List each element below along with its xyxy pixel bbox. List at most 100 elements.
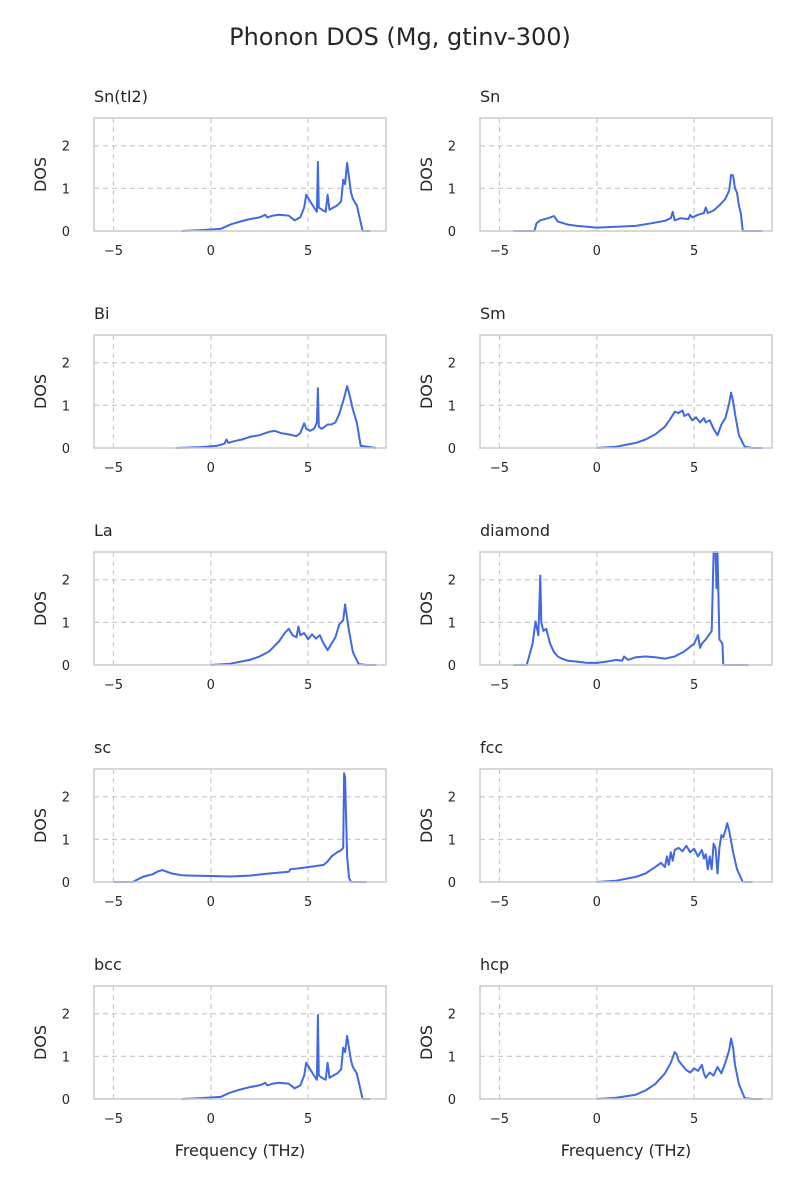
y-tick-label: 0: [62, 659, 70, 674]
subplot-title: La: [94, 521, 113, 540]
x-tick-label: 5: [304, 244, 312, 259]
y-tick-label: 2: [448, 574, 456, 589]
x-tick-label: 5: [690, 1112, 698, 1127]
dos-series-line: [181, 160, 371, 232]
x-tick-label: 0: [207, 678, 215, 693]
subplot-title: diamond: [480, 521, 550, 540]
x-tick-label: 5: [304, 678, 312, 693]
x-tick-label: −5: [490, 461, 509, 476]
subplot: −5 0 5 0 1 2 bcc DOS Frequency (THz): [31, 955, 387, 1160]
dos-series-line: [596, 1037, 763, 1100]
axes-frame: [93, 334, 387, 449]
y-tick-label: 0: [62, 1093, 70, 1108]
x-tick-label: 0: [593, 895, 601, 910]
subplot: −5 0 5 0 1 2 fcc DOS: [417, 738, 773, 910]
y-axis-label: DOS: [417, 157, 436, 192]
subplot: −5 0 5 0 1 2 sc DOS: [31, 738, 387, 910]
x-tick-label: 0: [207, 895, 215, 910]
x-tick-label: −5: [104, 1112, 123, 1127]
subplot-title: fcc: [480, 738, 503, 757]
dos-series-line: [113, 772, 367, 883]
axes-frame: [479, 768, 773, 883]
y-tick-label: 2: [448, 357, 456, 372]
axes-frame: [93, 551, 387, 666]
y-tick-label: 0: [62, 225, 70, 240]
y-tick-label: 0: [448, 876, 456, 891]
subplot: −5 0 5 0 1 2 La DOS: [31, 521, 387, 693]
y-tick-label: 2: [448, 1008, 456, 1023]
subplot-title: hcp: [480, 955, 509, 974]
y-tick-label: 2: [62, 1008, 70, 1023]
axes-frame: [479, 334, 773, 449]
x-tick-label: −5: [104, 461, 123, 476]
subplot: −5 0 5 0 1 2 diamond DOS: [417, 521, 773, 693]
subplot-title: bcc: [94, 955, 122, 974]
x-tick-label: 0: [207, 244, 215, 259]
subplot: −5 0 5 0 1 2 Sn DOS: [417, 87, 773, 259]
dos-series-line: [513, 173, 763, 232]
subplot-title: Sn: [480, 87, 500, 106]
y-tick-label: 0: [448, 659, 456, 674]
y-tick-label: 1: [448, 399, 456, 414]
subplot: −5 0 5 0 1 2 Sm DOS: [417, 304, 773, 476]
y-axis-label: DOS: [31, 808, 50, 843]
x-tick-label: 0: [207, 461, 215, 476]
y-tick-label: 1: [448, 616, 456, 631]
axes-frame: [93, 117, 387, 232]
x-tick-label: 0: [593, 1112, 601, 1127]
y-tick-label: 2: [62, 574, 70, 589]
axes-frame: [479, 117, 773, 232]
y-tick-label: 1: [62, 399, 70, 414]
x-axis-label: Frequency (THz): [175, 1141, 305, 1160]
x-tick-label: 5: [304, 461, 312, 476]
subplot-title: Bi: [94, 304, 109, 323]
subplot-title: sc: [94, 738, 111, 757]
axes-frame: [479, 551, 773, 666]
subplot-title: Sn(tI2): [94, 87, 148, 106]
x-tick-label: 0: [593, 244, 601, 259]
y-axis-label: DOS: [31, 1025, 50, 1060]
x-tick-label: −5: [104, 678, 123, 693]
y-tick-label: 0: [448, 442, 456, 457]
x-tick-label: 5: [690, 895, 698, 910]
x-tick-label: −5: [490, 244, 509, 259]
y-axis-label: DOS: [31, 591, 50, 626]
y-tick-label: 1: [62, 833, 70, 848]
y-tick-label: 2: [448, 140, 456, 155]
y-tick-label: 0: [62, 442, 70, 457]
dos-series-line: [513, 551, 749, 666]
dos-series-line: [596, 391, 763, 449]
axes-frame: [93, 985, 387, 1100]
x-tick-label: 0: [207, 1112, 215, 1127]
y-tick-label: 1: [62, 616, 70, 631]
y-axis-label: DOS: [417, 808, 436, 843]
y-axis-label: DOS: [417, 1025, 436, 1060]
y-tick-label: 2: [448, 791, 456, 806]
subplot-title: Sm: [480, 304, 506, 323]
y-axis-label: DOS: [31, 157, 50, 192]
x-tick-label: 5: [690, 244, 698, 259]
subplot: −5 0 5 0 1 2 Bi DOS: [31, 304, 387, 476]
y-tick-label: 0: [448, 225, 456, 240]
subplot: −5 0 5 0 1 2 hcp DOS Frequency (THz): [417, 955, 773, 1160]
x-tick-label: −5: [490, 895, 509, 910]
x-tick-label: 5: [304, 1112, 312, 1127]
y-tick-label: 2: [62, 140, 70, 155]
x-axis-label: Frequency (THz): [561, 1141, 691, 1160]
subplot: −5 0 5 0 1 2 Sn(tI2) DOS: [31, 87, 387, 259]
y-axis-label: DOS: [417, 591, 436, 626]
dos-series-line: [596, 822, 753, 883]
y-tick-label: 0: [448, 1093, 456, 1108]
y-tick-label: 1: [62, 1050, 70, 1065]
y-axis-label: DOS: [31, 374, 50, 409]
y-tick-label: 1: [448, 182, 456, 197]
dos-series-line: [181, 1014, 371, 1100]
y-axis-label: DOS: [417, 374, 436, 409]
axes-frame: [93, 768, 387, 883]
y-tick-label: 0: [62, 876, 70, 891]
y-tick-label: 1: [448, 1050, 456, 1065]
axes-frame: [479, 985, 773, 1100]
x-tick-label: −5: [104, 244, 123, 259]
subplot-grid: −5 0 5 0 1 2 Sn(tI2) DOS −5 0 5 0 1 2 Sn DOS −5 0 5 0 1 2 Bi DO…: [31, 87, 773, 1160]
